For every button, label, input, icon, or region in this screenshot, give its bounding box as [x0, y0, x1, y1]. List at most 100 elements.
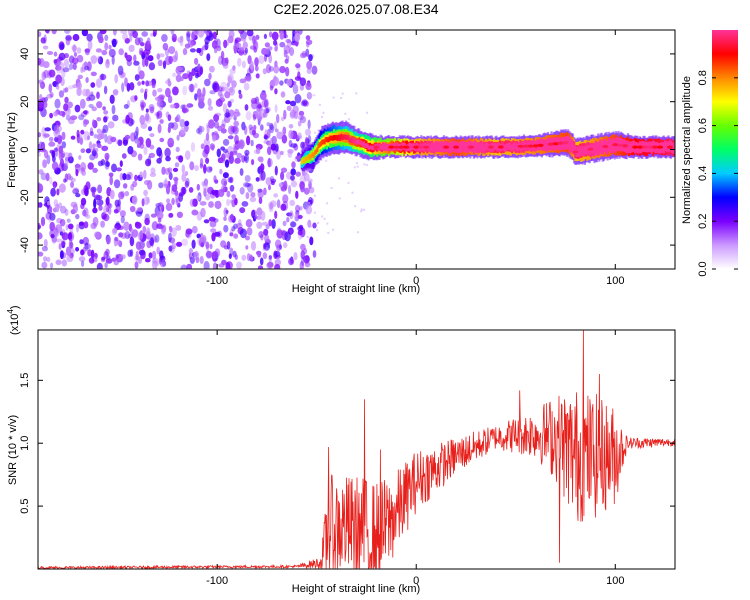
spectrogram-peak-cell	[413, 145, 420, 149]
spectrogram-noise-cell	[75, 247, 80, 252]
spectrogram-noise-cell	[82, 236, 90, 246]
spectrogram-noise-cell	[144, 115, 152, 124]
spectrogram-signal-cell	[384, 142, 387, 150]
spectrogram-noise-cell	[51, 30, 57, 35]
spectrogram-noise-cell	[171, 55, 178, 63]
spectrogram-noise-cell	[117, 139, 123, 147]
spectrogram-noise-cell	[299, 260, 304, 269]
spectrogram-noise-cell	[54, 98, 61, 109]
spectrogram-noise-cell	[332, 228, 335, 231]
spectrogram-signal-cell	[403, 144, 406, 148]
spectrogram-noise-cell	[38, 57, 42, 66]
spectrogram-noise-cell	[171, 33, 177, 43]
spectrogram-noise-cell	[239, 207, 246, 214]
spectrogram-signal-cell	[631, 142, 634, 150]
spectrogram-noise-cell	[75, 213, 80, 220]
spectrogram-noise-cell	[198, 126, 205, 133]
spectrogram-noise-cell	[244, 47, 249, 54]
spectrogram-noise-cell	[139, 171, 143, 178]
spectrogram-noise-cell	[115, 254, 119, 260]
spectrogram-noise-cell	[212, 262, 218, 269]
spectrogram-noise-cell	[227, 100, 232, 108]
spectrogram-peak-cell	[612, 143, 619, 147]
spectrogram-noise-cell	[211, 134, 217, 142]
spectrogram-noise-cell	[271, 180, 275, 186]
spectrogram-noise-cell	[200, 207, 206, 218]
spectrogram-noise-cell	[207, 98, 212, 107]
spectrogram-signal-cell	[514, 144, 517, 149]
spectrogram-noise-cell	[150, 213, 157, 218]
spectrogram-noise-cell	[180, 264, 188, 269]
spectrogram-noise-cell	[267, 146, 272, 156]
spectrogram-noise-cell	[214, 179, 219, 184]
spectrogram-noise-cell	[165, 203, 173, 211]
spectrogram-noise-cell	[285, 100, 291, 105]
spectrogram-noise-cell	[179, 118, 186, 128]
spectrogram-peak-cell	[667, 145, 673, 149]
spectrogram-signal-cell	[495, 146, 498, 150]
spectrogram-noise-cell	[276, 244, 281, 252]
spectrogram-noise-cell	[209, 143, 215, 150]
spectrogram-signal-cell	[410, 145, 413, 149]
spectrogram-noise-cell	[251, 159, 255, 166]
spectrogram-noise-cell	[135, 126, 139, 137]
spectrogram-noise-cell	[65, 34, 72, 41]
spectrogram-noise-cell	[64, 53, 69, 59]
spectrogram-noise-cell	[207, 105, 214, 111]
spectrogram-noise-cell	[223, 86, 230, 92]
spectrogram-noise-cell	[105, 161, 110, 168]
spectrogram-signal-cell	[309, 155, 312, 160]
spectrogram-noise-cell	[186, 103, 190, 109]
spectrogram-noise-cell	[267, 158, 273, 168]
spectrogram-noise-cell	[208, 119, 215, 129]
spectrogram-noise-cell	[199, 256, 204, 264]
spectrogram-noise-cell	[69, 241, 74, 249]
spectrogram-noise-cell	[39, 94, 43, 101]
spectrogram-noise-cell	[105, 196, 110, 206]
spectrogram-noise-cell	[105, 258, 113, 264]
spectrogram-noise-cell	[307, 119, 311, 130]
spectrogram-noise-cell	[310, 178, 313, 181]
spectrogram-signal-cell	[335, 135, 338, 140]
spectrogram-noise-cell	[116, 239, 121, 246]
spectrogram-noise-cell	[251, 100, 258, 110]
spectrogram-noise-cell	[103, 251, 109, 260]
spectrogram-noise-cell	[249, 254, 253, 261]
spectrogram-noise-cell	[351, 191, 354, 194]
spectrogram-noise-cell	[318, 103, 321, 106]
spectrogram-noise-cell	[212, 31, 217, 40]
spectrogram-noise-cell	[204, 78, 211, 87]
spectrogram-noise-cell	[166, 198, 171, 204]
spectrogram-noise-cell	[288, 257, 295, 266]
spectrogram-noise-cell	[176, 134, 180, 141]
spectrogram-noise-cell	[54, 124, 59, 135]
spectrogram-noise-cell	[282, 220, 287, 227]
spectrogram-noise-cell	[205, 241, 210, 249]
snr-panel: -100 0 100 0.5 1.0 1.5 Height of straight li…	[6, 305, 676, 595]
spectrogram-noise-cell	[191, 209, 199, 216]
spectrogram-noise-cell	[184, 43, 191, 49]
spectrogram-noise-cell	[102, 124, 109, 134]
spectrogram-noise-cell	[157, 88, 163, 93]
spectrogram-noise-cell	[274, 264, 281, 269]
spectrogram-signal-cell	[411, 144, 414, 149]
spectrogram-noise-cell	[176, 241, 183, 247]
spectrogram-noise-cell	[41, 71, 46, 81]
spectrogram-noise-cell	[306, 42, 310, 48]
spectrogram-noise-cell	[146, 227, 151, 237]
spectrogram-noise-cell	[87, 249, 92, 257]
spectrogram-noise-cell	[244, 182, 252, 188]
spectrogram-noise-cell	[213, 121, 220, 129]
spectrogram-noise-cell	[308, 202, 311, 204]
spectrogram-noise-cell	[108, 48, 116, 58]
spectrogram-noise-cell	[203, 178, 209, 187]
spectrogram-noise-cell	[286, 105, 292, 112]
spectrogram-noise-cell	[181, 164, 185, 174]
spectrogram-noise-cell	[229, 232, 234, 237]
spectrogram-noise-cell	[43, 69, 49, 79]
spectrogram-noise-cell	[264, 47, 270, 55]
spectrogram-noise-cell	[103, 116, 108, 123]
spectrogram-signal-cell	[317, 143, 320, 149]
spectrogram-noise-cell	[128, 44, 135, 53]
spectrogram-noise-cell	[201, 236, 207, 244]
